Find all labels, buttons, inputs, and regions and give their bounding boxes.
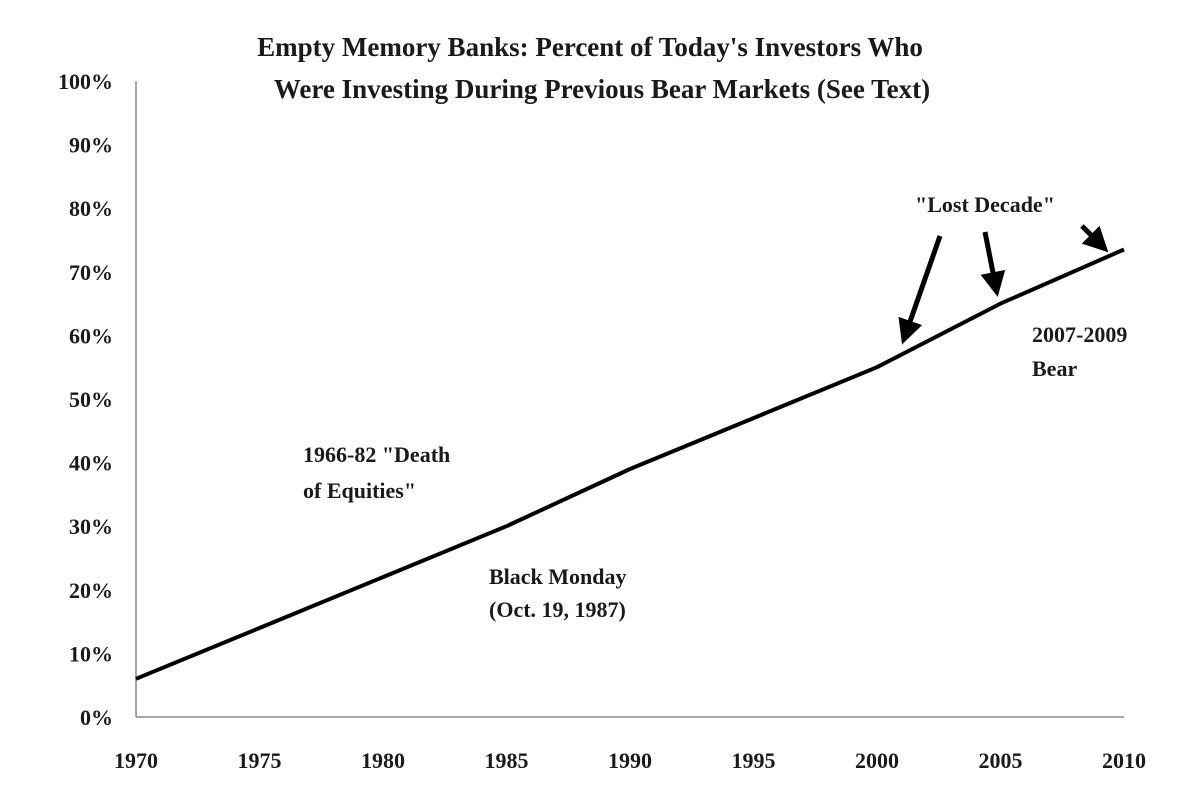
x-tick-label: 2005 [979,748,1023,773]
annotation-death-of-equities-line-2: of Equities" [303,478,416,503]
y-tick-labels: 0% 10% 20% 30% 40% 50% 60% 70% 80% 90% 100% [58,69,113,730]
y-tick-label: 90% [69,133,113,158]
lost-decade-arrow-2 [980,231,1006,297]
x-tick-label: 1985 [485,748,529,773]
annotation-black-monday: Black Monday (Oct. 19, 1987) [489,564,627,622]
y-tick-label: 60% [69,323,113,348]
y-tick-label: 80% [69,196,113,221]
y-tick-label: 40% [69,451,113,476]
lost-decade-arrow-3 [1080,224,1109,253]
x-tick-label: 1980 [361,748,405,773]
x-tick-label: 2000 [855,748,899,773]
x-tick-label: 1990 [608,748,652,773]
x-tick-label: 2010 [1102,748,1146,773]
annotation-2007-2009-bear: 2007-2009 Bear [1032,322,1127,381]
annotation-2007-2009-bear-line-1: 2007-2009 [1032,322,1127,347]
chart-title-line-2: Were Investing During Previous Bear Mark… [274,74,930,104]
annotation-black-monday-line-2: (Oct. 19, 1987) [489,597,626,622]
x-tick-label: 1970 [114,748,158,773]
x-tick-label: 1995 [732,748,776,773]
x-tick-label: 1975 [238,748,282,773]
y-tick-label: 30% [69,514,113,539]
y-tick-label: 50% [69,387,113,412]
annotation-death-of-equities: 1966-82 "Death of Equities" [303,442,450,503]
y-tick-label: 70% [69,260,113,285]
x-tick-labels: 1970 1975 1980 1985 1990 1995 2000 2005 2010 [114,748,1146,773]
series-line [135,247,1125,681]
y-tick-label: 100% [58,69,113,94]
y-tick-label: 10% [69,641,113,666]
chart-title-line-1: Empty Memory Banks: Percent of Today's I… [257,32,923,62]
annotation-lost-decade: "Lost Decade" [898,192,1109,345]
y-tick-label: 20% [69,578,113,603]
annotation-lost-decade-label: "Lost Decade" [915,192,1055,217]
annotation-black-monday-line-1: Black Monday [489,564,627,589]
annotation-death-of-equities-line-1: 1966-82 "Death [303,442,450,467]
series-group [135,247,1125,681]
annotation-2007-2009-bear-line-2: Bear [1032,356,1077,381]
lost-decade-arrow-1 [898,235,943,345]
y-tick-label: 0% [80,705,113,730]
